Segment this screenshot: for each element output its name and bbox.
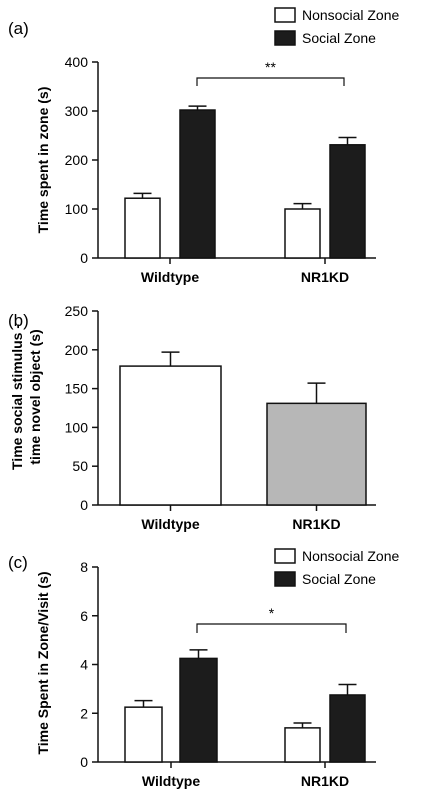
y-axis-label: Time Spent in Zone/Visit (s) [35,571,51,754]
nonsocial-bar-wildtype [124,706,163,763]
y-tick-label: 300 [65,103,89,119]
y-tick-label: 0 [80,497,88,513]
y-tick-label: 8 [80,559,88,575]
y-axis-label: Time social stimulus - [9,324,25,470]
y-tick-label: 250 [65,303,89,319]
significance-bracket [196,77,345,86]
x-tick-label: NR1KD [301,773,349,789]
y-tick-label: 400 [65,54,89,70]
y-tick-label: 100 [65,201,89,217]
legend-swatch [274,7,296,23]
panel-label: (b) [8,311,29,330]
legend-label: Social Zone [302,30,376,46]
y-tick-label: 50 [72,458,88,474]
social-bar-nr1kd [329,144,366,259]
y-tick-label: 2 [80,705,88,721]
panel-label: (c) [8,553,28,572]
x-tick-label: Wildtype [141,516,199,532]
x-tick-label: NR1KD [301,269,349,285]
legend-label: Nonsocial Zone [302,548,399,564]
legend-label: Nonsocial Zone [302,7,399,23]
social-bar-wildtype [179,657,218,763]
legend-swatch [274,548,296,564]
x-tick-label: NR1KD [292,516,340,532]
panel-label: (a) [8,19,29,38]
y-tick-label: 200 [65,152,89,168]
y-tick-label: 100 [65,419,89,435]
bar-nr1kd [266,402,367,506]
bar-wildtype [119,365,222,506]
legend-label: Social Zone [302,571,376,587]
y-tick-label: 0 [80,250,88,266]
nonsocial-bar-wildtype [124,197,161,259]
social-bar-wildtype [179,109,216,259]
y-tick-label: 6 [80,608,88,624]
legend-swatch [274,571,296,587]
significance-bracket [196,623,347,633]
x-tick-label: Wildtype [142,773,200,789]
y-tick-label: 150 [65,381,89,397]
significance-marker: ** [265,59,276,75]
significance-marker: * [269,605,275,621]
x-tick-label: Wildtype [141,269,199,285]
nonsocial-bar-nr1kd [284,727,321,763]
y-tick-label: 200 [65,342,89,358]
y-tick-label: 4 [80,657,88,673]
nonsocial-bar-nr1kd [284,208,321,259]
y-axis-label: time novel object (s) [27,329,43,464]
social-bar-nr1kd [329,694,366,763]
y-tick-label: 0 [80,754,88,770]
legend-swatch [274,30,296,46]
y-axis-label: Time spent in zone (s) [35,87,51,234]
